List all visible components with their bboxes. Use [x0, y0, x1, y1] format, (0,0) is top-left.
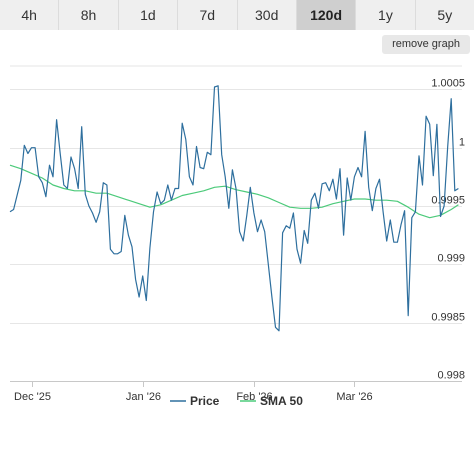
tab-4h[interactable]: 4h	[0, 0, 60, 30]
legend-sma-50[interactable]: SMA 50	[240, 394, 303, 408]
x-tick-label: Jan '26	[126, 391, 161, 403]
x-tick-label: Dec '25	[14, 391, 51, 403]
y-tick-label: 0.9995	[431, 195, 465, 207]
sma-50-line	[9, 164, 459, 219]
x-tick-label: Feb '26	[236, 391, 272, 403]
series	[9, 85, 459, 332]
remove-graph-button[interactable]: remove graph	[382, 35, 470, 54]
legend-price[interactable]: Price	[170, 394, 220, 408]
y-tick-label: 0.998	[437, 370, 465, 382]
tab-7d[interactable]: 7d	[178, 0, 238, 30]
tab-30d[interactable]: 30d	[237, 0, 297, 30]
x-axis-ticks: Dec '25 Jan '26 Feb '26 Mar '26	[14, 381, 373, 403]
legend-label: SMA 50	[260, 394, 303, 408]
tab-1d[interactable]: 1d	[118, 0, 179, 30]
tab-1y[interactable]: 1y	[356, 0, 416, 30]
y-tick-label: 0.999	[437, 253, 465, 265]
price-line	[9, 85, 459, 332]
legend-label: Price	[190, 394, 220, 408]
time-range-tabs: 4h 8h 1d 7d 30d 120d 1y 5y	[0, 0, 474, 30]
x-tick-label: Mar '26	[336, 391, 372, 403]
y-tick-label: 1	[459, 137, 465, 149]
grid	[10, 65, 462, 382]
y-axis-ticks: 0.998 0.9985 0.999 0.9995 1 1.0005	[431, 78, 465, 382]
tab-8h[interactable]: 8h	[59, 0, 119, 30]
tab-120d[interactable]: 120d	[296, 0, 357, 30]
legend[interactable]: Price SMA 50	[170, 394, 303, 408]
tab-5y[interactable]: 5y	[415, 0, 474, 30]
y-tick-label: 0.9985	[431, 312, 465, 324]
y-tick-label: 1.0005	[431, 78, 465, 90]
